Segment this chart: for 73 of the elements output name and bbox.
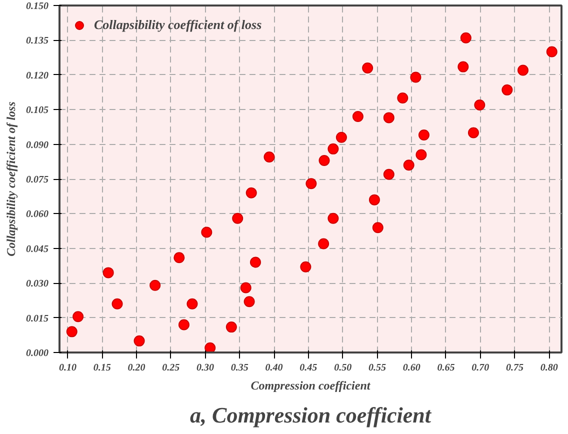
y-tick-label: 0.030 (26, 278, 48, 290)
y-tick-label: 0.135 (26, 36, 48, 47)
point (178, 319, 190, 330)
x-axis-title: Compression coefficient (250, 378, 371, 392)
x-tick-label: 0.15 (93, 362, 111, 374)
point (474, 99, 486, 110)
y-tick-label: 0.150 (26, 1, 48, 12)
x-tick-label: 0.40 (265, 362, 283, 374)
point (250, 256, 261, 268)
point (372, 222, 384, 234)
x-tick-label: 0.45 (300, 362, 318, 374)
point (318, 238, 330, 250)
point (186, 298, 198, 310)
y-tick-label: 0.105 (26, 105, 48, 116)
point (318, 155, 330, 166)
point (66, 326, 78, 338)
y-tick-label: 0.120 (26, 70, 48, 82)
point (264, 152, 275, 163)
point (102, 267, 114, 278)
x-tick-label: 0.60 (402, 362, 420, 374)
x-tick-label: 0.70 (472, 362, 490, 374)
point (72, 311, 84, 322)
x-tick-label: 0.50 (334, 362, 352, 374)
point (328, 143, 339, 154)
y-tick-label: 0.090 (26, 140, 48, 151)
y-tick-label: 0.060 (26, 209, 48, 220)
point (517, 64, 528, 76)
x-tick-label: 0.80 (540, 362, 558, 374)
point (134, 335, 145, 346)
point (383, 112, 394, 124)
point (416, 149, 427, 160)
y-tick-label: 0.075 (26, 174, 48, 186)
point (502, 84, 513, 96)
point (201, 226, 212, 238)
text: a, Compression coefficient (190, 402, 432, 428)
y-tick-label: 0.000 (26, 348, 48, 359)
point (112, 298, 123, 310)
point (362, 62, 374, 74)
x-tick-label: 0.35 (230, 362, 248, 374)
point (418, 130, 430, 141)
point (410, 72, 422, 83)
point (232, 212, 244, 224)
x-tick-label: 0.65 (437, 362, 455, 374)
point (300, 261, 312, 272)
point (383, 168, 394, 180)
x-tick-label: 0.20 (128, 362, 146, 374)
point (328, 212, 339, 224)
point (460, 32, 472, 44)
y-axis-title: Collapsibility coefficient of loss (4, 101, 18, 256)
point (204, 342, 216, 352)
point (368, 194, 380, 206)
point (458, 61, 469, 72)
point (226, 322, 237, 333)
y-tick-label: 0.045 (26, 244, 48, 255)
point (244, 296, 255, 308)
point (468, 127, 479, 138)
x-tick-label: 0.55 (368, 362, 386, 374)
point (546, 46, 558, 58)
point (174, 252, 185, 264)
x-tick-label: 0.75 (506, 362, 524, 374)
point (403, 160, 414, 171)
y-tick-label: 0.015 (26, 313, 48, 324)
point (352, 111, 364, 122)
x-tick-label: 0.25 (162, 362, 180, 374)
point (240, 282, 252, 294)
point (150, 280, 161, 291)
x-tick-label: 0.30 (196, 362, 214, 374)
point (306, 178, 317, 190)
point (397, 92, 408, 104)
point (246, 187, 257, 198)
point (336, 132, 347, 143)
legend-label: Collapsibility coefficient of loss (94, 17, 262, 33)
x-tick-label: 0.10 (59, 362, 76, 374)
